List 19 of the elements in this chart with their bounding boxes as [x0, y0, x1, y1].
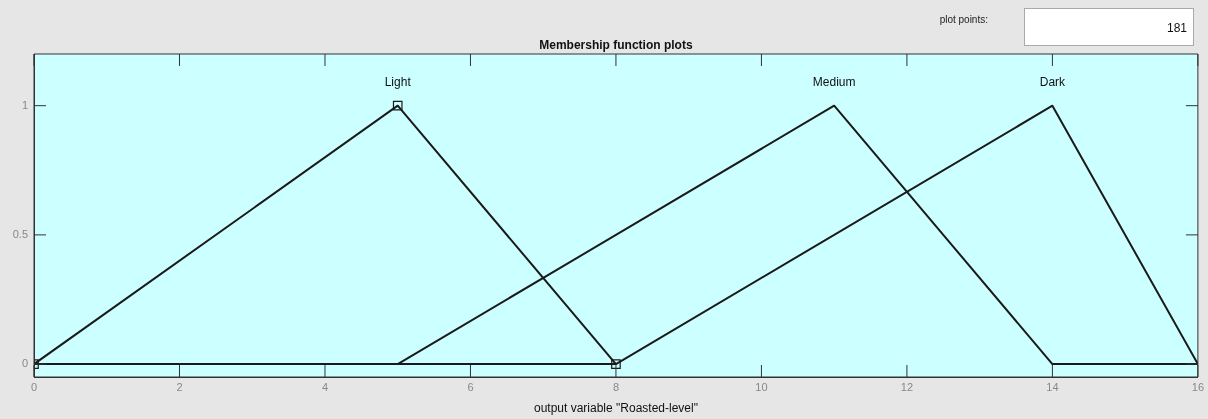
x-tick-label: 16: [1191, 380, 1205, 393]
x-axis-title: output variable "Roasted-level": [533, 401, 698, 415]
x-tick-label: 4: [321, 380, 329, 393]
x-tick-label: 8: [612, 380, 619, 393]
x-tick-label: 14: [1046, 380, 1059, 393]
x-tick-label: 0: [30, 380, 38, 393]
y-tick-label: 0: [21, 357, 28, 370]
chart-title: Membership function plots: [539, 38, 693, 52]
x-tick-label: 10: [755, 380, 768, 393]
series-label: Medium: [812, 74, 856, 89]
series-label: Dark: [1039, 74, 1067, 89]
x-tick-label: 12: [900, 380, 914, 393]
text: plot points:: [939, 14, 988, 25]
y-tick-label: 0.5: [12, 227, 28, 240]
text: 181: [1024, 8, 1194, 46]
x-tick-label: 6: [467, 380, 474, 393]
y-tick-label: 1: [21, 98, 28, 111]
x-tick-label: 2: [176, 380, 183, 393]
series-label: Light: [384, 74, 412, 89]
